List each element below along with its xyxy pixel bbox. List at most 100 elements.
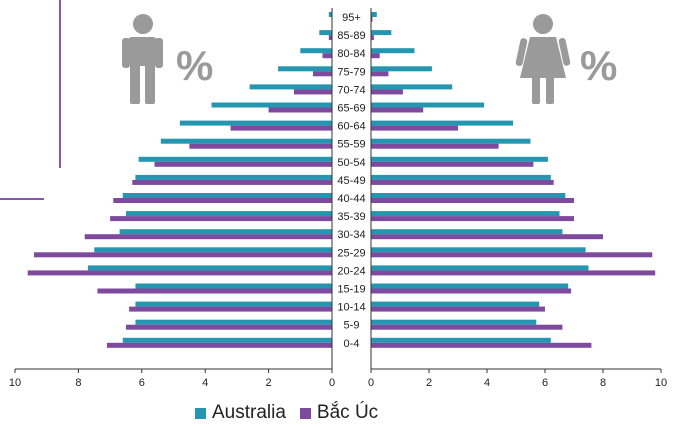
- bar-female-australia-5-9: [371, 319, 537, 325]
- age-label: 20-24: [337, 265, 365, 277]
- female-tick-label: 6: [542, 377, 548, 389]
- age-label: 50-54: [337, 157, 365, 169]
- male-tick-label: 0: [329, 377, 335, 389]
- bar-male-northern-australia-10-14: [129, 306, 332, 312]
- bar-female-australia-25-29: [371, 247, 586, 253]
- bar-male-northern-australia-60-64: [230, 125, 332, 131]
- bar-female-australia-20-24: [371, 265, 589, 271]
- bar-male-northern-australia-55-59: [189, 143, 332, 149]
- age-label: 60-64: [337, 121, 365, 133]
- bar-female-australia-15-19: [371, 283, 569, 289]
- age-label: 40-44: [337, 193, 365, 205]
- age-label: 70-74: [337, 84, 365, 96]
- bar-male-australia-95+: [328, 12, 332, 17]
- bar-female-northern-australia-75-79: [371, 71, 389, 77]
- bar-male-australia-15-19: [135, 283, 332, 289]
- bars-group: [27, 12, 656, 348]
- legend-swatch-australia: [195, 407, 206, 419]
- age-label: 55-59: [337, 139, 365, 151]
- bar-male-australia-80-84: [300, 48, 332, 54]
- bar-male-australia-85-89: [319, 30, 332, 36]
- bar-male-australia-75-79: [278, 66, 332, 72]
- age-label: 0-4: [344, 338, 360, 350]
- female-tick-label: 4: [484, 377, 490, 389]
- age-labels-group: 95+ 85-89 80-84 75-79 70-74 65-69 60-64 55-59 50…: [337, 12, 365, 350]
- bar-female-australia-80-84: [371, 48, 415, 54]
- bar-male-northern-australia-40-44: [113, 198, 333, 203]
- bar-female-australia-95+: [371, 12, 377, 17]
- bar-male-australia-30-34: [119, 229, 332, 235]
- age-label: 5-9: [344, 320, 360, 332]
- age-label: 10-14: [337, 302, 365, 314]
- bar-female-australia-10-14: [371, 301, 540, 307]
- bar-female-northern-australia-30-34: [371, 234, 603, 240]
- bar-male-australia-70-74: [249, 84, 332, 90]
- bar-female-northern-australia-45-49: [371, 179, 554, 185]
- decorative-lines: [0, 0, 61, 200]
- legend-label-australia: Australia: [212, 402, 286, 423]
- female-tick-label: 10: [655, 377, 667, 389]
- bar-female-northern-australia-40-44: [371, 198, 574, 203]
- bar-male-northern-australia-65-69: [268, 107, 332, 113]
- age-label: 45-49: [337, 175, 365, 187]
- bar-female-northern-australia-20-24: [371, 270, 656, 276]
- bar-female-australia-40-44: [371, 193, 566, 198]
- bar-male-australia-35-39: [125, 211, 332, 217]
- bar-female-northern-australia-5-9: [371, 324, 563, 330]
- legend-swatch-northern-australia: [299, 407, 311, 419]
- bar-male-northern-australia-5-9: [125, 324, 332, 330]
- bar-female-northern-australia-65-69: [371, 107, 424, 113]
- female-person-icon: [515, 14, 571, 104]
- bar-female-australia-70-74: [371, 84, 453, 90]
- male-tick-label: 4: [202, 377, 208, 389]
- bar-male-australia-0-4: [122, 337, 332, 343]
- female-tick-label: 0: [368, 377, 374, 389]
- bar-male-australia-40-44: [122, 193, 332, 198]
- bar-male-australia-55-59: [160, 138, 332, 144]
- bar-male-northern-australia-0-4: [106, 342, 333, 348]
- bar-female-northern-australia-60-64: [371, 125, 458, 131]
- bar-male-northern-australia-85-89: [328, 35, 332, 41]
- age-label: 95+: [342, 12, 361, 24]
- bar-male-australia-20-24: [87, 265, 332, 271]
- age-label: 65-69: [337, 103, 365, 115]
- bar-female-australia-35-39: [371, 211, 560, 217]
- bar-female-australia-55-59: [371, 138, 531, 144]
- male-person-icon: [122, 14, 163, 104]
- bar-female-northern-australia-95+: [371, 17, 373, 22]
- bar-female-northern-australia-55-59: [371, 143, 499, 149]
- bar-female-northern-australia-15-19: [371, 288, 572, 294]
- age-label: 35-39: [337, 211, 365, 223]
- bar-female-australia-50-54: [371, 156, 548, 162]
- bar-female-northern-australia-35-39: [371, 216, 574, 222]
- bar-male-northern-australia-50-54: [154, 161, 332, 167]
- male-tick-label: 2: [266, 377, 272, 389]
- bar-female-australia-85-89: [371, 30, 392, 36]
- legend-label-northern-australia: Bắc Úc: [316, 402, 379, 423]
- axes-group: 10 8 6 4 2 0 0 2 4 6 8 10: [9, 8, 667, 389]
- male-tick-label: 8: [75, 377, 81, 389]
- bar-male-northern-australia-80-84: [322, 53, 332, 59]
- age-label: 80-84: [337, 48, 365, 60]
- bar-male-australia-60-64: [179, 120, 332, 126]
- bar-male-northern-australia-15-19: [97, 288, 332, 294]
- male-tick-label: 6: [139, 377, 145, 389]
- bar-female-northern-australia-0-4: [371, 342, 592, 348]
- bar-female-northern-australia-25-29: [371, 252, 653, 258]
- bar-female-northern-australia-85-89: [371, 35, 374, 41]
- age-label: 75-79: [337, 66, 365, 78]
- bar-female-australia-0-4: [371, 337, 551, 343]
- bar-female-australia-75-79: [371, 66, 432, 72]
- female-percent-label: %: [580, 42, 617, 89]
- bar-female-northern-australia-10-14: [371, 306, 545, 312]
- bar-male-northern-australia-20-24: [27, 270, 333, 276]
- bar-male-australia-65-69: [211, 102, 332, 108]
- bar-male-northern-australia-75-79: [312, 71, 332, 77]
- age-label: 15-19: [337, 284, 365, 296]
- bar-male-australia-25-29: [94, 247, 332, 253]
- bar-male-northern-australia-45-49: [132, 179, 332, 185]
- bar-male-australia-45-49: [135, 174, 332, 180]
- bar-female-australia-65-69: [371, 102, 485, 108]
- bar-male-northern-australia-25-29: [34, 252, 333, 258]
